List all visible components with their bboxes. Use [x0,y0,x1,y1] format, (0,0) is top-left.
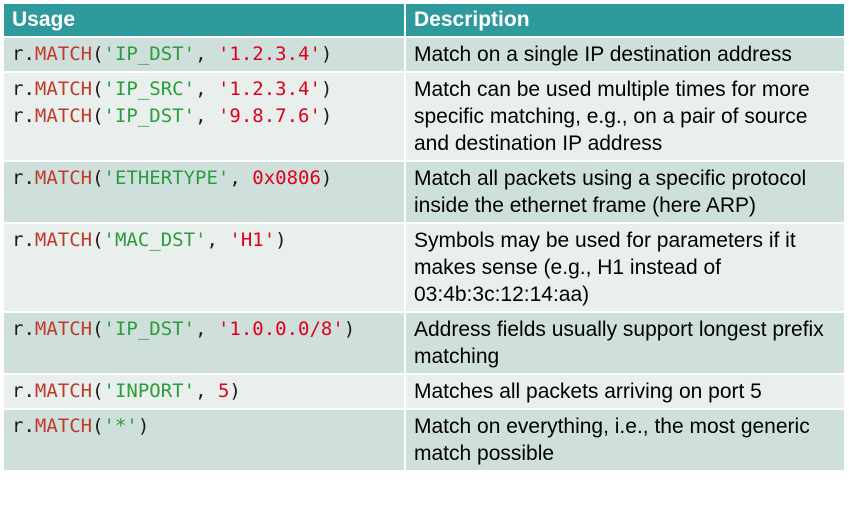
description-cell: Match on a single IP destination address [405,36,846,72]
code-key: 'IP_SRC' [103,78,196,100]
table-row: r.MATCH('INPORT', 5) Matches all packets … [4,373,846,409]
code-paren-close: ) [320,78,333,100]
table-row: r.MATCH('*') Match on everything, i.e., t… [4,408,846,470]
code-value: 0x0806 [252,167,321,189]
code-separator: , [195,43,218,65]
code-value: '1.2.3.4' [217,78,321,100]
code-object: r. [12,43,35,65]
table-row: r.MATCH('MAC_DST', 'H1') Symbols may be u… [4,222,846,312]
code-paren-close: ) [320,167,333,189]
table-row: r.MATCH('IP_SRC', '1.2.3.4') r.MATCH('IP_… [4,71,846,161]
description-cell: Match on everything, i.e., the most gene… [405,408,846,470]
code-paren-open: ( [92,229,104,251]
code-value: 'H1' [229,229,276,251]
code-value: 5 [217,380,230,402]
code-separator: , [195,318,218,340]
table-row: r.MATCH('IP_DST', '1.2.3.4') Match on a s… [4,36,846,72]
header-description: Description [405,4,846,37]
usage-cell: r.MATCH('IP_DST', '1.2.3.4') [4,36,406,72]
code-separator: , [195,78,218,100]
match-usage-table: Usage Description r.MATCH('IP_DST', '1.2… [4,4,846,470]
table-row: r.MATCH('IP_DST', '1.0.0.0/8') Address fi… [4,311,846,374]
usage-cell: r.MATCH('ETHERTYPE', 0x0806) [4,160,406,223]
code-line: r.MATCH('IP_DST', '1.2.3.4') [12,41,396,68]
code-paren-close: ) [229,380,241,402]
code-paren-close: ) [320,43,333,65]
code-key: '*' [103,415,138,437]
usage-cell: r.MATCH('MAC_DST', 'H1') [4,222,406,312]
usage-cell: r.MATCH('IP_DST', '1.0.0.0/8') [4,311,406,374]
code-object: r. [12,415,35,437]
description-cell: Match can be used multiple times for mor… [405,71,846,161]
code-value: '1.2.3.4' [217,43,321,65]
code-function: MATCH [34,167,93,189]
description-cell: Address fields usually support longest p… [405,311,846,374]
code-line: r.MATCH('IP_DST', '1.0.0.0/8') [12,316,396,343]
description-cell: Match all packets using a specific proto… [405,160,846,223]
code-paren-close: ) [320,105,333,127]
code-object: r. [12,229,35,251]
code-function: MATCH [34,380,93,402]
code-object: r. [12,318,35,340]
code-value: '9.8.7.6' [217,105,321,127]
table-header-row: Usage Description [4,4,846,37]
usage-cell: r.MATCH('*') [4,408,406,470]
usage-cell: r.MATCH('IP_SRC', '1.2.3.4') r.MATCH('IP_… [4,71,406,161]
code-key: 'ETHERTYPE' [103,167,230,189]
table-row: r.MATCH('ETHERTYPE', 0x0806) Match all pa… [4,160,846,223]
description-cell: Symbols may be used for parameters if it… [405,222,846,312]
code-object: r. [12,380,35,402]
code-paren-open: ( [92,105,104,127]
code-paren-open: ( [92,380,104,402]
code-line: r.MATCH('ETHERTYPE', 0x0806) [12,165,396,192]
code-separator: , [206,229,230,251]
code-paren-close: ) [343,318,356,340]
code-key: 'IP_DST' [103,105,196,127]
code-paren-close: ) [137,415,150,437]
description-cell: Matches all packets arriving on port 5 [405,373,846,409]
code-value: '1.0.0.0/8' [217,318,344,340]
code-object: r. [12,78,35,100]
code-paren-open: ( [92,78,104,100]
code-function: MATCH [34,105,93,127]
usage-cell: r.MATCH('INPORT', 5) [4,373,406,409]
code-separator: , [229,167,253,189]
code-function: MATCH [34,415,93,437]
code-paren-open: ( [92,43,104,65]
code-paren-open: ( [92,167,104,189]
code-paren-close: ) [275,229,287,251]
code-separator: , [195,105,218,127]
code-object: r. [12,105,35,127]
code-key: 'INPORT' [103,380,196,402]
code-function: MATCH [34,78,93,100]
code-function: MATCH [34,229,93,251]
code-line: r.MATCH('MAC_DST', 'H1') [12,227,396,254]
code-function: MATCH [34,318,93,340]
code-function: MATCH [34,43,93,65]
code-object: r. [12,167,35,189]
code-paren-open: ( [92,415,104,437]
code-separator: , [195,380,218,402]
code-key: 'IP_DST' [103,318,196,340]
code-paren-open: ( [92,318,104,340]
header-usage: Usage [4,4,406,37]
code-line: r.MATCH('INPORT', 5) [12,378,396,405]
code-line: r.MATCH('IP_SRC', '1.2.3.4') [12,76,396,103]
code-key: 'IP_DST' [103,43,196,65]
code-line: r.MATCH('IP_DST', '9.8.7.6') [12,103,396,130]
code-key: 'MAC_DST' [103,229,207,251]
code-line: r.MATCH('*') [12,413,396,440]
